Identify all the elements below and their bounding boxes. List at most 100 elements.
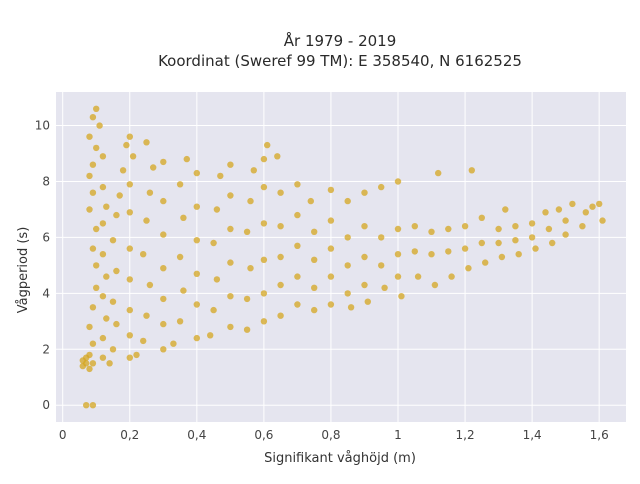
y-tick-label: 10 (35, 119, 50, 133)
chart-title-line-2: Koordinat (Sweref 99 TM): E 358540, N 61… (158, 52, 522, 70)
scatter-point (411, 223, 418, 230)
scatter-point (361, 281, 368, 289)
scatter-point (512, 223, 519, 230)
scatter-point (210, 239, 217, 247)
scatter-point (364, 298, 371, 305)
y-tick-label: 4 (42, 286, 50, 300)
y-tick-label: 6 (42, 230, 50, 244)
scatter-point (294, 273, 301, 280)
scatter-point (126, 354, 133, 361)
scatter-point (160, 231, 167, 238)
scatter-point (378, 234, 385, 241)
scatter-point (93, 144, 100, 152)
scatter-point (260, 220, 268, 227)
scatter-point (582, 209, 589, 216)
scatter-point (264, 141, 271, 149)
scatter-point (596, 200, 603, 208)
scatter-point (176, 318, 184, 325)
scatter-point (344, 262, 351, 269)
scatter-point (143, 217, 150, 224)
scatter-point (542, 209, 549, 216)
scatter-point (89, 402, 97, 409)
scatter-point (260, 318, 268, 325)
scatter-point (109, 298, 117, 305)
scatter-point (227, 225, 234, 233)
x-tick-label: 1,6 (590, 428, 609, 442)
scatter-point (448, 273, 455, 280)
scatter-point (113, 211, 120, 219)
scatter-point (327, 273, 335, 280)
y-tick-label: 0 (42, 398, 50, 412)
scatter-point (99, 293, 107, 300)
x-tick-labels: 0 0,2 0,4 0,6 0,8 1 1,2 1,4 1,6 (59, 428, 609, 442)
scatter-point (146, 281, 154, 289)
chart-title-line-1: År 1979 - 2019 (284, 31, 397, 50)
scatter-point (113, 267, 120, 275)
scatter-point (113, 320, 120, 328)
scatter-point (210, 306, 217, 314)
scatter-point (227, 161, 234, 168)
scatter-point (277, 189, 284, 196)
scatter-point (213, 276, 221, 283)
x-tick-label: 0,6 (254, 428, 273, 442)
scatter-point (260, 155, 268, 163)
scatter-point (193, 237, 200, 244)
scatter-point (528, 234, 536, 241)
scatter-point (260, 256, 268, 263)
scatter-point (86, 365, 93, 373)
scatter-point (176, 181, 184, 188)
x-axis-title: Signifikant våghöjd (m) (264, 451, 416, 466)
scatter-point (160, 320, 167, 328)
scatter-point (307, 197, 314, 205)
scatter-point (103, 315, 110, 322)
scatter-point (445, 225, 452, 233)
scatter-point (126, 306, 133, 314)
scatter-point (119, 167, 127, 174)
scatter-point (103, 273, 110, 280)
x-tick-label: 0,4 (187, 428, 206, 442)
scatter-point (193, 169, 200, 177)
data-points (79, 105, 606, 409)
scatter-point (83, 402, 90, 409)
scatter-point (99, 220, 107, 227)
scatter-point (294, 211, 301, 219)
scatter-point (327, 301, 335, 308)
scatter-point (129, 153, 137, 160)
x-tick-label: 1 (394, 428, 402, 442)
scatter-point (478, 214, 485, 221)
scatter-point (89, 304, 97, 311)
scatter-point (86, 206, 93, 213)
scatter-point (99, 153, 107, 160)
scatter-point (431, 281, 439, 289)
scatter-point (394, 225, 402, 233)
scatter-point (344, 197, 351, 205)
scatter-point (347, 304, 355, 311)
scatter-point (99, 354, 107, 361)
scatter-point (378, 183, 385, 191)
scatter-point (344, 290, 351, 297)
scatter-point (193, 301, 200, 308)
scatter-point (89, 340, 97, 347)
scatter-point (243, 228, 251, 235)
scatter-point (160, 197, 167, 205)
scatter-point (361, 223, 368, 230)
scatter-point (170, 340, 177, 347)
scatter-point (99, 334, 107, 342)
plot-area (56, 92, 626, 422)
scatter-point (99, 183, 107, 191)
scatter-point (109, 237, 117, 244)
scatter-point (294, 242, 301, 249)
scatter-point (361, 189, 368, 196)
scatter-point (311, 228, 318, 235)
scatter-point (378, 262, 385, 269)
scatter-point (123, 141, 130, 149)
scatter-point (555, 206, 563, 213)
scatter-point (227, 323, 234, 331)
scatter-point (498, 253, 506, 261)
scatter-point (89, 245, 97, 252)
scatter-point (93, 105, 100, 113)
scatter-point (311, 256, 318, 263)
scatter-point (116, 192, 123, 199)
scatter-point (311, 284, 318, 291)
